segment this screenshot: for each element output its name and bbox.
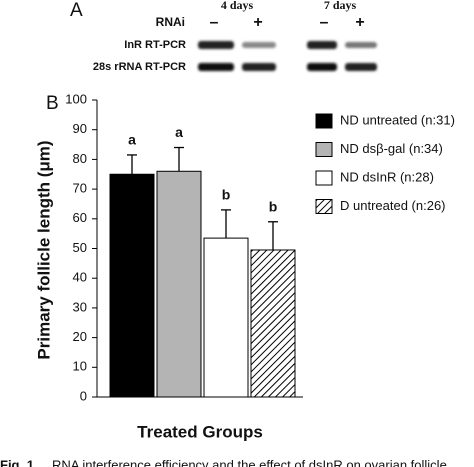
- caption-text: RNA interference efficiency and the effe…: [52, 457, 447, 467]
- timepoint-label: 4 days: [221, 0, 254, 12]
- legend-label: D untreated (n:26): [340, 198, 446, 213]
- lane-label: –: [320, 14, 329, 31]
- bar: [156, 170, 202, 398]
- y-tick-label: 10: [73, 359, 87, 374]
- y-tick-label: 60: [73, 210, 87, 225]
- panel-label: B: [46, 93, 59, 114]
- legend-label: ND dsβ-gal (n:34): [340, 141, 443, 156]
- x-axis-label: Treated Groups: [137, 422, 263, 441]
- panel-label: A: [70, 0, 83, 21]
- row-label: 28s rRNA RT-PCR: [93, 61, 186, 73]
- lane-label: +: [253, 14, 262, 31]
- legend-swatch: [315, 170, 333, 186]
- legend-swatch: [315, 199, 333, 214]
- y-tick-label: 40: [73, 270, 87, 285]
- caption-label: Fig. 1: [0, 457, 34, 467]
- row-label: InR RT-PCR: [124, 39, 186, 51]
- y-tick-label: 0: [80, 388, 87, 403]
- significance-letter: a: [128, 132, 136, 148]
- y-tick-label: 100: [65, 91, 87, 106]
- legend-label: ND dsInR (n:28): [340, 169, 434, 184]
- rnai-label: RNAi: [156, 15, 185, 29]
- y-tick-label: 70: [73, 181, 87, 196]
- legend-swatch: [315, 113, 333, 129]
- bar: [203, 237, 249, 398]
- bar: [250, 249, 296, 398]
- lane-label: –: [210, 14, 219, 31]
- significance-letter: a: [175, 124, 183, 140]
- significance-letter: b: [222, 187, 231, 203]
- timepoint-label: 7 days: [324, 0, 357, 12]
- y-tick-label: 50: [73, 240, 87, 255]
- y-tick-label: 80: [73, 151, 87, 166]
- y-tick-label: 30: [73, 299, 87, 314]
- legend-label: ND untreated (n:31): [340, 112, 455, 127]
- y-axis-label: Primary follicle length (μm): [34, 140, 53, 359]
- significance-letter: b: [269, 198, 278, 214]
- gel-bands: [198, 41, 377, 71]
- bar: [109, 173, 155, 398]
- lane-label: +: [355, 14, 364, 31]
- y-tick-label: 20: [73, 329, 87, 344]
- legend-swatch: [315, 142, 333, 157]
- y-tick-label: 90: [73, 121, 87, 136]
